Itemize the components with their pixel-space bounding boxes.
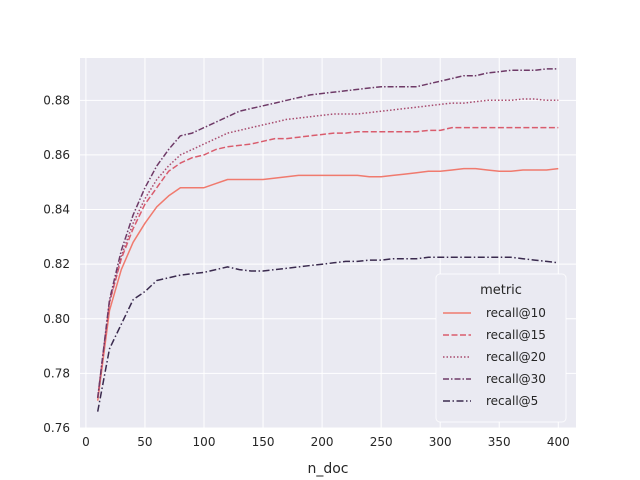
series-lines: [96, 68, 559, 412]
x-tick-label: 100: [193, 435, 216, 449]
legend: metric recall@10recall@15recall@20recall…: [435, 273, 567, 423]
legend-title: metric: [480, 283, 522, 298]
legend-entry: recall@5: [486, 394, 538, 408]
x-tick-labels: 0 50 100 150 200 250 300 350 400: [82, 435, 570, 449]
series-line-recall-at-20: [96, 98, 559, 399]
legend-entry: recall@10: [486, 306, 546, 320]
legend-entry: recall@15: [486, 328, 546, 342]
x-tick-label: 400: [547, 435, 570, 449]
y-tick-label: 0.76: [43, 421, 70, 435]
x-tick-label: 50: [137, 435, 152, 449]
x-tick-label: 0: [82, 435, 90, 449]
legend-items: recall@10 recall@15 recall@20 recall@30 reca…: [443, 306, 546, 408]
series-line-recall-at-5: [96, 256, 559, 412]
x-tick-label: 300: [429, 435, 452, 449]
series-line-recall-at-10: [96, 167, 559, 401]
legend-box: [435, 273, 567, 423]
x-tick-label: 350: [488, 435, 511, 449]
y-tick-label: 0.88: [43, 93, 70, 107]
x-tick-label: 200: [311, 435, 334, 449]
series-line-recall-at-30: [96, 68, 559, 399]
legend-entry: recall@20: [486, 350, 546, 364]
series-line-recall-at-15: [96, 126, 559, 399]
x-tick-label: 250: [370, 435, 393, 449]
y-tick-label: 0.84: [43, 203, 70, 217]
y-tick-label: 0.80: [43, 312, 70, 326]
y-tick-labels: 0.76 0.78 0.80 0.82 0.84 0.86 0.88: [43, 93, 70, 435]
x-axis-label: n_doc: [307, 461, 348, 477]
y-tick-label: 0.82: [43, 257, 70, 271]
y-tick-label: 0.78: [43, 366, 70, 380]
y-tick-label: 0.86: [43, 148, 70, 162]
x-tick-label: 150: [252, 435, 275, 449]
legend-entry: recall@30: [486, 372, 546, 386]
